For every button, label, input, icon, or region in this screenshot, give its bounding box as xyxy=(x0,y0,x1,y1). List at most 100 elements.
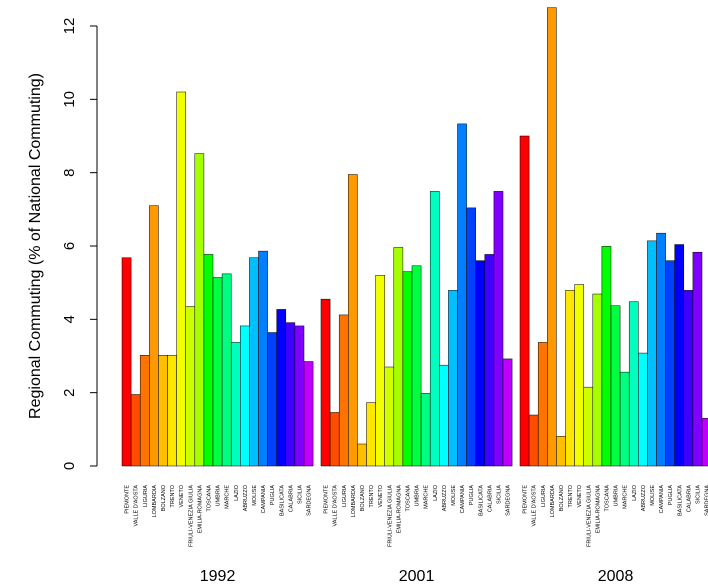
bar-2001-marche xyxy=(420,393,431,467)
category-label: CALABRIA xyxy=(686,485,692,513)
bar-2001-piemonte xyxy=(320,298,331,467)
category-label: TOSCANA xyxy=(206,485,212,512)
bar-2008-abruzzo xyxy=(638,352,648,467)
bar-1992-piemonte xyxy=(121,257,132,467)
y-tick-label: 2 xyxy=(61,388,78,396)
category-label: TOSCANA xyxy=(604,485,610,512)
bar-2008-trento xyxy=(565,290,575,467)
bar-2001-campania xyxy=(457,123,467,467)
bar-2001-sardegna xyxy=(502,358,513,467)
bar-2001-molise xyxy=(448,290,458,467)
bar-1992-bolzano xyxy=(158,355,168,467)
bar-1992-lazio xyxy=(230,342,241,467)
category-label: ABRUZZO xyxy=(442,484,448,511)
category-label: PIEMONTE xyxy=(523,485,529,514)
bar-1992-umbria xyxy=(212,277,223,467)
category-label: CAMPANIA xyxy=(460,485,466,514)
year-label-2001: 2001 xyxy=(399,568,435,585)
bar-1992-abruzzo xyxy=(240,325,250,467)
bar-2008-emilia-romagna xyxy=(592,293,603,467)
bar-2001-friuli-venezia-giulia xyxy=(384,366,395,467)
bar-1992-sardegna xyxy=(303,361,314,467)
bar-2001-lazio xyxy=(429,191,440,467)
year-label-1992: 1992 xyxy=(200,568,236,585)
category-label: VENETO xyxy=(179,484,185,507)
category-label: SARDEGNA xyxy=(506,485,512,516)
y-tick-label: 10 xyxy=(61,91,78,108)
category-label: SARDEGNA xyxy=(705,485,708,516)
category-label: ABRUZZO xyxy=(243,484,249,511)
category-label: VENETO xyxy=(577,484,583,507)
bar-2001-bolzano xyxy=(357,443,367,467)
bar-1992-lombardia xyxy=(149,205,159,467)
bar-2008-lombardia xyxy=(547,7,557,467)
bar-2001-basilicata xyxy=(475,260,486,467)
y-tick-label: 4 xyxy=(61,315,78,323)
category-label: PUGLIA xyxy=(270,485,276,506)
bar-2008-sardegna xyxy=(701,418,708,467)
category-label: MOLISE xyxy=(252,485,258,506)
bar-2001-lombardia xyxy=(348,174,358,467)
bar-1992-valle-d-aosta xyxy=(130,394,141,467)
category-label: CAMPANIA xyxy=(261,485,267,514)
bar-2008-liguria xyxy=(537,342,548,467)
bar-2008-campania xyxy=(656,232,666,467)
category-label: MARCHE xyxy=(225,485,231,509)
category-label: TRENTO xyxy=(170,484,176,507)
category-label: LAZIO xyxy=(433,484,439,501)
category-label: LAZIO xyxy=(632,484,638,501)
category-label: FRIULI-VENEZIA GIULIA xyxy=(586,485,592,547)
y-axis: 0 2 4 6 8 10 12 xyxy=(61,18,98,470)
category-label: CALABRIA xyxy=(487,485,493,513)
bar-2001-puglia xyxy=(466,207,476,467)
category-label: FRIULI-VENEZIA GIULIA xyxy=(188,485,194,547)
category-label: TRENTO xyxy=(369,484,375,507)
category-label: ABRUZZO xyxy=(641,484,647,511)
bar-2001-valle-d-aosta xyxy=(329,412,340,467)
bar-2001-veneto xyxy=(375,275,385,467)
bar-2001-calabria xyxy=(484,254,495,467)
bar-1992-emilia-romagna xyxy=(194,153,205,467)
category-label: SICILIA xyxy=(496,485,502,504)
category-label: TRENTO xyxy=(568,484,574,507)
category-label: FRIULI-VENEZIA GIULIA xyxy=(387,485,393,547)
bar-2008-lazio xyxy=(628,301,639,467)
bar-2008-puglia xyxy=(665,260,675,467)
category-label: BASILICATA xyxy=(478,485,484,516)
category-label: PUGLIA xyxy=(668,485,674,506)
category-label: VENETO xyxy=(378,484,384,507)
category-label: EMILIA-ROMAGNA xyxy=(396,485,402,534)
category-label: MOLISE xyxy=(451,485,457,506)
bar-2008-basilicata xyxy=(674,244,685,467)
bar-1992-puglia xyxy=(267,332,277,467)
category-label: CAMPANIA xyxy=(659,485,665,514)
bar-1992-trento xyxy=(167,355,177,467)
category-label: LAZIO xyxy=(234,484,240,501)
category-label: LOMBARDIA xyxy=(550,485,556,518)
bar-2001-liguria xyxy=(338,314,349,467)
year-label-2008: 2008 xyxy=(598,568,634,585)
bar-2008-molise xyxy=(647,240,657,467)
category-label: CALABRIA xyxy=(288,485,294,513)
bar-2008-marche xyxy=(619,371,630,467)
category-label: LOMBARDIA xyxy=(152,485,158,518)
y-tick-label: 8 xyxy=(61,168,78,176)
category-label: BOLZANO xyxy=(360,484,366,511)
category-label: SICILIA xyxy=(695,485,701,504)
category-label: SARDEGNA xyxy=(307,485,313,516)
category-label: VALLE D'AOSTA xyxy=(134,485,140,527)
y-axis-label: Regional Commuting (% of National Commut… xyxy=(27,73,44,419)
bar-1992-liguria xyxy=(139,355,150,467)
bar-2008-calabria xyxy=(683,290,694,467)
bar-2008-friuli-venezia-giulia xyxy=(583,386,594,467)
category-label: VALLE D'AOSTA xyxy=(532,485,538,527)
y-tick-label: 12 xyxy=(61,18,78,35)
bar-2001-umbria xyxy=(411,265,422,467)
bar-1992-campania xyxy=(258,250,268,467)
bar-2008-valle-d-aosta xyxy=(528,414,539,467)
y-tick-label: 6 xyxy=(61,242,78,250)
bar-1992-veneto xyxy=(176,91,186,467)
bar-1992-marche xyxy=(221,273,232,467)
bar-1992-molise xyxy=(249,257,259,467)
category-label: UMBRIA xyxy=(415,485,421,507)
